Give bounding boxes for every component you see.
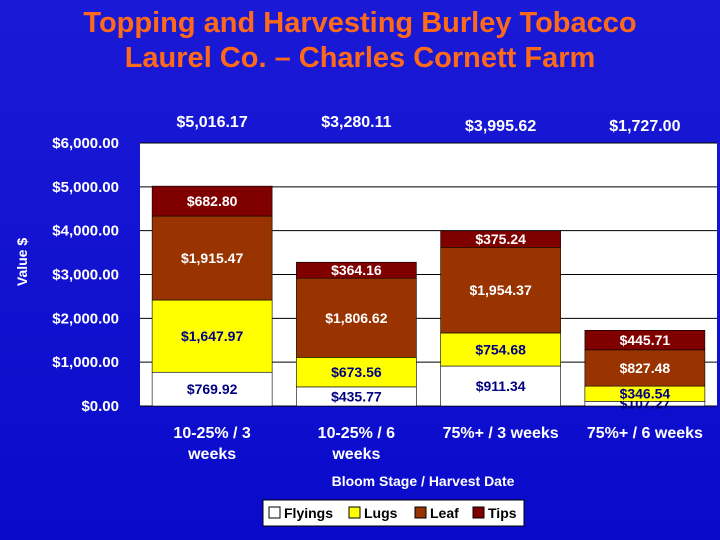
data-label-flyings: $911.34 <box>476 378 526 394</box>
data-label-leaf: $827.48 <box>620 360 671 376</box>
bar-segment-lugs <box>296 357 417 388</box>
data-label-flyings: $769.92 <box>187 381 238 397</box>
legend: Flyings Lugs Leaf Tips <box>262 499 525 527</box>
x-tick-label: 75%+ / 6 weeks <box>587 425 703 442</box>
x-tick-label: 10-25% / 6 <box>318 425 395 442</box>
chart-title: Topping and Harvesting Burley Tobacco La… <box>0 6 720 76</box>
data-label-lugs: $1,647.97 <box>181 328 243 344</box>
total-label: $3,280.11 <box>321 114 391 131</box>
data-label-tips: $445.71 <box>620 332 671 348</box>
legend-label-flyings: Flyings <box>284 505 333 521</box>
legend-swatch-leaf <box>414 506 427 519</box>
x-tick-label: 10-25% / 3 <box>173 425 250 442</box>
total-label: $1,727.00 <box>609 118 680 135</box>
data-label-flyings: $435.77 <box>331 388 382 404</box>
bar-segment-flyings <box>151 371 273 407</box>
title-line-1: Topping and Harvesting Burley Tobacco <box>83 7 637 39</box>
bar-segment-leaf <box>151 215 273 301</box>
total-label: $3,995.62 <box>465 118 536 135</box>
legend-label-tips: Tips <box>488 505 517 521</box>
x-tick-label: weeks <box>331 446 380 463</box>
data-label-lugs: $673.56 <box>331 364 382 380</box>
data-label-lugs: $346.54 <box>620 386 671 402</box>
bar-segment-tips <box>584 329 706 351</box>
y-tick-label: $4,000.00 <box>52 223 119 240</box>
y-tick-label: $3,000.00 <box>52 267 119 284</box>
y-tick-label: $6,000.00 <box>52 135 119 152</box>
data-label-tips: $375.24 <box>475 231 526 247</box>
data-label-leaf: $1,806.62 <box>325 310 387 326</box>
y-tick-label: $5,000.00 <box>52 179 119 196</box>
bar-segment-tips <box>151 185 273 217</box>
bar-segment-flyings <box>440 365 561 407</box>
title-line-2: Laurel Co. – Charles Cornett Farm <box>124 42 596 74</box>
bar-segment-lugs <box>151 299 273 373</box>
x-tick-label: weeks <box>187 446 236 463</box>
legend-swatch-tips <box>472 506 485 519</box>
data-label-lugs: $754.68 <box>475 342 526 358</box>
data-label-leaf: $1,954.37 <box>469 282 531 298</box>
bar-segment-tips <box>440 230 561 248</box>
y-tick-label: $2,000.00 <box>52 310 119 327</box>
bar-segment-leaf <box>584 349 706 387</box>
data-label-leaf: $1,915.47 <box>181 250 243 266</box>
y-tick-label: $0.00 <box>81 398 119 415</box>
data-label-tips: $682.80 <box>187 193 238 209</box>
data-label-tips: $364.16 <box>331 262 382 278</box>
x-axis-title: Bloom Stage / Harvest Date <box>332 473 515 489</box>
y-tick-label: $1,000.00 <box>52 354 119 371</box>
legend-swatch-flyings <box>268 506 281 519</box>
legend-label-leaf: Leaf <box>430 505 459 521</box>
bar-segment-leaf <box>440 247 561 334</box>
x-tick-label: 75%+ / 3 weeks <box>443 425 559 442</box>
legend-label-lugs: Lugs <box>364 505 398 521</box>
total-label: $5,016.17 <box>177 114 248 131</box>
legend-swatch-lugs <box>348 506 361 519</box>
y-axis-title: Value $ <box>14 238 30 286</box>
bar-segment-leaf <box>296 277 417 358</box>
bar-segment-tips <box>296 261 417 279</box>
